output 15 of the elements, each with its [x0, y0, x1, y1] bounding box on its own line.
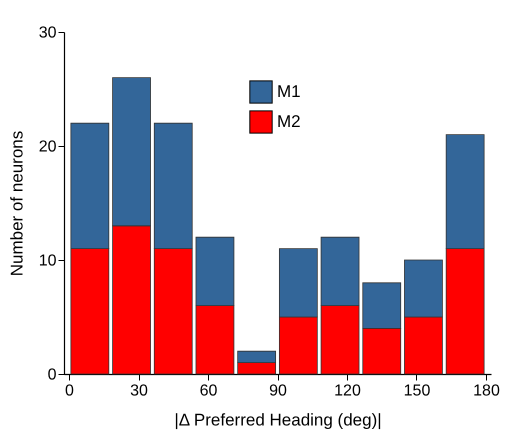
- x-axis-title: |Δ Preferred Heading (deg)|: [174, 410, 382, 430]
- y-tick-label: 20: [38, 138, 57, 156]
- x-tick-label: 90: [269, 382, 287, 400]
- x-tick-label: 60: [200, 382, 218, 400]
- x-tick-label: 0: [65, 382, 74, 400]
- x-tick-label: 30: [130, 382, 148, 400]
- y-tick-label: 10: [38, 252, 57, 270]
- x-tick-label: 150: [404, 382, 430, 400]
- x-tick-label: 180: [473, 382, 500, 400]
- y-tick-label: 30: [38, 24, 57, 42]
- x-tick-label: 120: [334, 382, 361, 400]
- y-axis-title: Number of neurons: [8, 130, 27, 276]
- legend-label: M1: [277, 82, 301, 101]
- legend-label: M2: [277, 112, 301, 131]
- y-tick-label: 0: [48, 366, 57, 384]
